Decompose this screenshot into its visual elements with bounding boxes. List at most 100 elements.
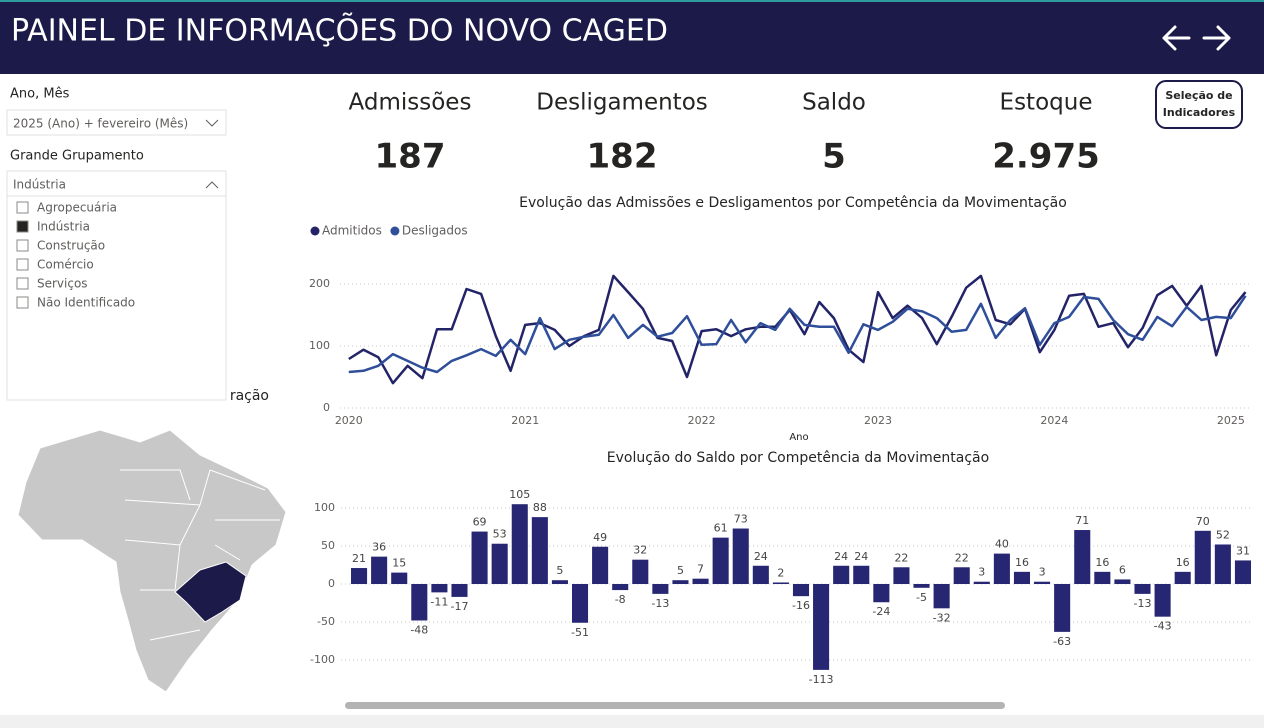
kpi-value: 2.975 [992,137,1100,177]
selected-state[interactable] [174,561,247,623]
legend-marker [310,226,320,236]
kpi-value: 5 [822,137,846,177]
data-label: -8 [615,593,626,606]
bar [973,581,990,584]
option-label: Comércio [37,258,94,272]
data-label: 6 [1119,563,1126,576]
map-title: ração [230,388,269,404]
data-label: 53 [493,528,507,541]
bar [1054,584,1071,632]
bar [571,584,589,623]
data-label: 36 [372,541,386,554]
bar [1074,530,1091,584]
data-label: 31 [1236,544,1250,557]
checkbox[interactable] [16,258,29,271]
data-label: 15 [392,557,406,570]
data-label: 71 [1075,514,1089,527]
data-label: 88 [533,501,547,514]
button-label: Indicadores [1163,106,1236,119]
checkbox[interactable] [16,220,29,233]
filter-label: Ano, Mês [10,87,70,102]
kpi-value: 187 [375,137,446,177]
data-label: 24 [834,550,848,563]
forward-arrow[interactable] [1202,25,1231,51]
x-tick-label: 2020 [335,414,363,427]
bar [913,584,930,588]
data-label: 2 [777,566,784,579]
data-label: 5 [556,564,563,577]
chevron [205,181,219,189]
button-label: Seleção de [1165,89,1232,102]
data-label: 3 [978,566,985,579]
y-tick-label: -50 [317,615,335,628]
scrollbar[interactable] [345,702,1005,709]
data-label: 22 [894,551,908,564]
y-tick-label: 0 [328,577,335,590]
data-label: 7 [697,563,704,576]
footer-bar [0,715,1264,728]
state-borders [120,469,280,641]
checkbox[interactable] [16,277,29,290]
bar [1134,584,1151,594]
period-dropdown[interactable] [6,109,227,136]
bar [1013,571,1031,584]
back-arrow[interactable] [1162,25,1191,51]
checkbox[interactable] [16,296,29,309]
data-label: -43 [1154,620,1172,633]
bar [853,565,870,584]
bar [652,584,669,594]
kpi-label: Saldo [802,90,866,116]
indicator-button[interactable] [1155,80,1243,129]
bar [612,584,629,591]
bar [391,572,408,584]
y-tick-label: 0 [323,401,330,414]
data-label: 3 [1039,566,1046,579]
chevron [205,119,219,127]
bar [411,584,428,621]
chart-title: Evolução das Admissões e Desligamentos p… [519,195,1067,211]
checkbox[interactable] [16,239,29,252]
bar [772,582,789,584]
data-label: -32 [933,611,951,624]
option-label: Agropecuária [37,201,117,215]
bar [893,567,910,584]
dropdown-value: 2025 (Ano) + fevereiro (Mês) [13,117,188,131]
data-label: -113 [809,673,834,686]
checkbox[interactable] [16,201,29,214]
series-line [348,274,1247,385]
legend-marker [390,226,400,236]
bar [551,580,568,584]
data-label: 105 [509,488,530,501]
data-label: 70 [1196,515,1210,528]
data-label: -17 [451,600,469,613]
data-label: 21 [352,552,366,565]
data-label: 49 [593,531,607,544]
bar [873,584,890,603]
data-label: -48 [410,623,428,636]
bar [953,567,970,584]
data-label: -11 [430,595,448,608]
kpi-label: Desligamentos [536,90,708,116]
kpi-label: Admissões [349,90,472,116]
data-label: 5 [677,564,684,577]
bar [632,559,649,584]
legend-label: Desligados [402,224,468,238]
option-label: Construção [37,239,105,253]
page-title: PAINEL DE INFORMAÇÕES DO NOVO CAGED [11,12,668,49]
bar [1114,579,1131,584]
data-label: 22 [955,551,969,564]
data-label: 16 [1176,556,1190,569]
data-label: 52 [1216,528,1230,541]
y-tick-label: 200 [309,277,330,290]
bar [752,565,769,584]
bar [993,553,1010,584]
kpi-value: 182 [587,137,658,177]
map: ração [17,388,287,693]
header-accent [0,0,1264,2]
x-axis-title: Ano [789,432,808,443]
data-label: 61 [714,522,728,535]
group-dropdown[interactable] [6,170,227,401]
y-tick-label: 100 [314,501,335,514]
legend-label: Admitidos [322,224,382,238]
